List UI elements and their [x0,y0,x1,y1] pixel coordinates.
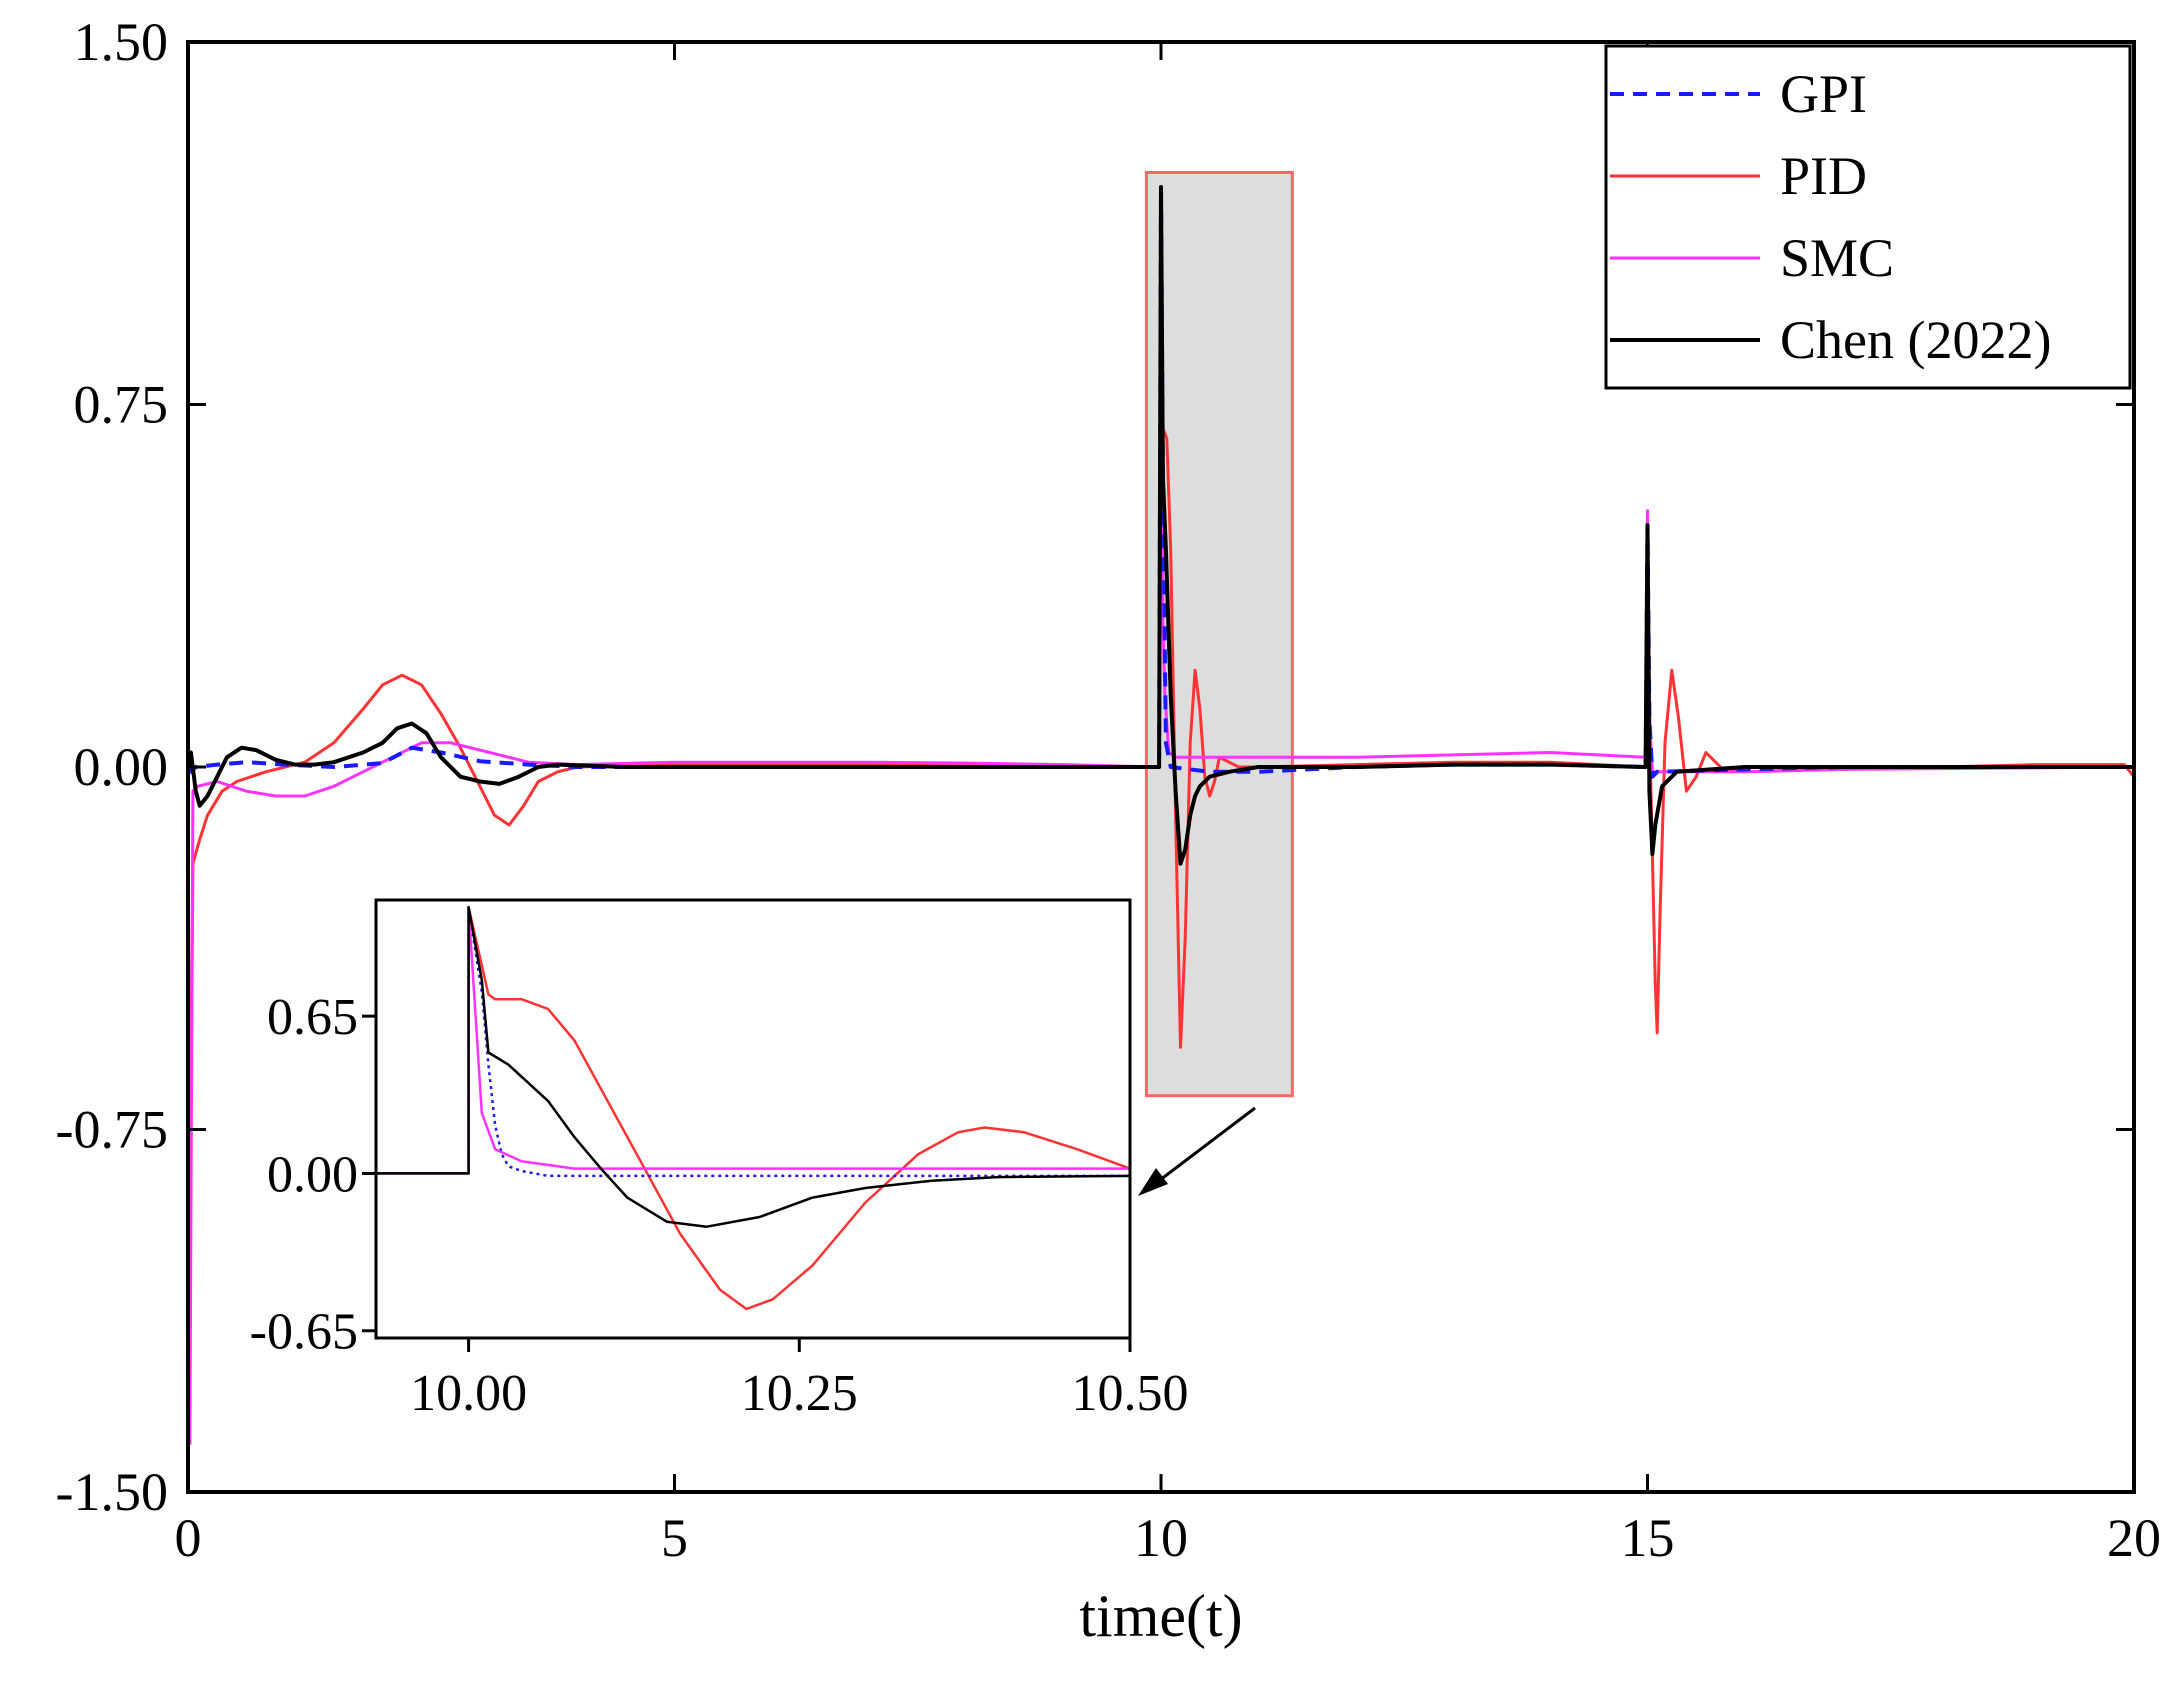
inset-y-tick-label: -0.65 [250,1304,358,1361]
series-line-chen-2022 [186,185,2134,866]
y-tick-label: 0.75 [74,375,169,435]
legend-label-smc: SMC [1780,228,1894,288]
x-tick-label: 15 [1621,1508,1675,1568]
zoom-arrow [1138,1106,1256,1196]
legend-label-gpi: GPI [1780,64,1867,124]
y-tick-label: 0.00 [74,737,169,797]
x-tick-label: 5 [661,1508,688,1568]
inset-y-axis-ticks: -0.65 0.00 0.65 [250,989,376,1361]
inset-y-tick-label: 0.00 [267,1146,358,1203]
y-tick-label: 1.50 [74,12,169,72]
inset-x-tick-label: 10.00 [410,1365,527,1422]
legend-box [1604,44,2132,390]
legend-label-pid: PID [1780,146,1867,206]
zoom-arrow-line [1159,1106,1256,1182]
y-tick-label: -1.50 [56,1462,168,1522]
x-tick-label: 20 [2107,1508,2161,1568]
inset-x-tick-label: 10.25 [741,1365,858,1422]
inset-series-group [376,906,1131,1311]
series-line-pid [186,185,2136,1252]
legend-label-chen: Chen (2022) [1780,310,2051,370]
y-axis-ticks: -1.50 -0.75 0.00 0.75 1.50 [56,12,2134,1522]
inset-series-line-chen-2022 [376,906,1131,1228]
inset-chart: 10.00 10.25 10.50 -0.65 0.00 0.65 [250,898,1189,1422]
main-series-group [186,185,2136,1446]
inset-y-tick-label: 0.65 [267,989,358,1046]
x-axis-ticks: 0 5 10 15 20 [175,42,2161,1568]
inset-background [376,900,1130,1338]
inset-frame [374,898,1132,1340]
legend: GPI PID SMC Chen (2022) [1604,44,2132,390]
x-tick-label: 10 [1134,1508,1188,1568]
x-axis-title: time(t) [1079,1583,1242,1649]
x-tick-label: 0 [175,1508,202,1568]
y-tick-label: -0.75 [56,1100,168,1160]
zoom-arrow-head [1138,1168,1168,1196]
zoom-highlight-region [1144,171,1294,1098]
inset-series-line-pid [376,906,1131,1311]
inset-x-tick-label: 10.50 [1072,1365,1189,1422]
inset-x-axis-ticks: 10.00 10.25 10.50 [410,1338,1189,1422]
